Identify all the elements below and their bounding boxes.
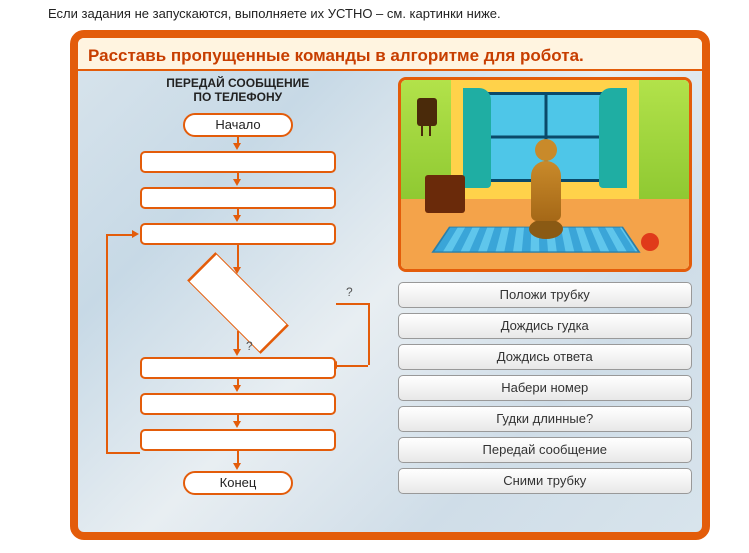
option-item[interactable]: Дождись ответа [398, 344, 693, 370]
option-item[interactable]: Набери номер [398, 375, 693, 401]
arrow-head-icon [233, 421, 241, 428]
app-frame: Расставь пропущенные команды в алгоритме… [70, 30, 710, 540]
flow-line [106, 234, 134, 236]
flowchart: Начало ? ? [88, 109, 388, 529]
flow-box-1[interactable] [140, 151, 336, 173]
flow-line [336, 303, 368, 305]
option-item[interactable]: Сними трубку [398, 468, 693, 494]
subtitle-line2: ПО ТЕЛЕФОНУ [193, 90, 282, 104]
options-list: Положи трубку Дождись гудка Дождись отве… [398, 282, 693, 494]
flow-arrow [237, 245, 239, 269]
task-header: Расставь пропущенные команды в алгоритме… [78, 38, 702, 71]
page-instruction: Если задания не запускаются, выполняете … [48, 6, 501, 21]
arrow-head-icon [132, 230, 139, 238]
flow-line [336, 365, 368, 367]
arrow-head-icon [233, 349, 241, 356]
option-item[interactable]: Гудки длинные? [398, 406, 693, 432]
option-item[interactable]: Дождись гудка [398, 313, 693, 339]
flow-start: Начало [183, 113, 293, 137]
flow-box-2[interactable] [140, 187, 336, 209]
flowchart-title: ПЕРЕДАЙ СООБЩЕНИЕ ПО ТЕЛЕФОНУ [88, 77, 388, 105]
subtitle-line1: ПЕРЕДАЙ СООБЩЕНИЕ [166, 76, 309, 90]
flow-line [368, 303, 370, 365]
arrow-head-icon [233, 385, 241, 392]
option-item[interactable]: Передай сообщение [398, 437, 693, 463]
content-row: ПЕРЕДАЙ СООБЩЕНИЕ ПО ТЕЛЕФОНУ Начало [78, 71, 702, 539]
decision-label-down: ? [246, 339, 253, 353]
decision-label-right: ? [346, 285, 353, 299]
arrow-head-icon [233, 463, 241, 470]
room-illustration [398, 77, 693, 272]
arrow-head-icon [233, 215, 241, 222]
flow-box-4[interactable] [140, 357, 336, 379]
flow-end: Конец [183, 471, 293, 495]
flow-box-6[interactable] [140, 429, 336, 451]
arrow-head-icon [233, 143, 241, 150]
flow-box-5[interactable] [140, 393, 336, 415]
flow-arrow [237, 331, 239, 351]
option-item[interactable]: Положи трубку [398, 282, 693, 308]
right-column: Положи трубку Дождись гудка Дождись отве… [398, 77, 693, 529]
flow-decision[interactable] [140, 275, 336, 331]
flowchart-column: ПЕРЕДАЙ СООБЩЕНИЕ ПО ТЕЛЕФОНУ Начало [88, 77, 388, 529]
flow-line [106, 234, 108, 452]
flow-box-3[interactable] [140, 223, 336, 245]
arrow-head-icon [233, 179, 241, 186]
flow-line [106, 452, 140, 454]
